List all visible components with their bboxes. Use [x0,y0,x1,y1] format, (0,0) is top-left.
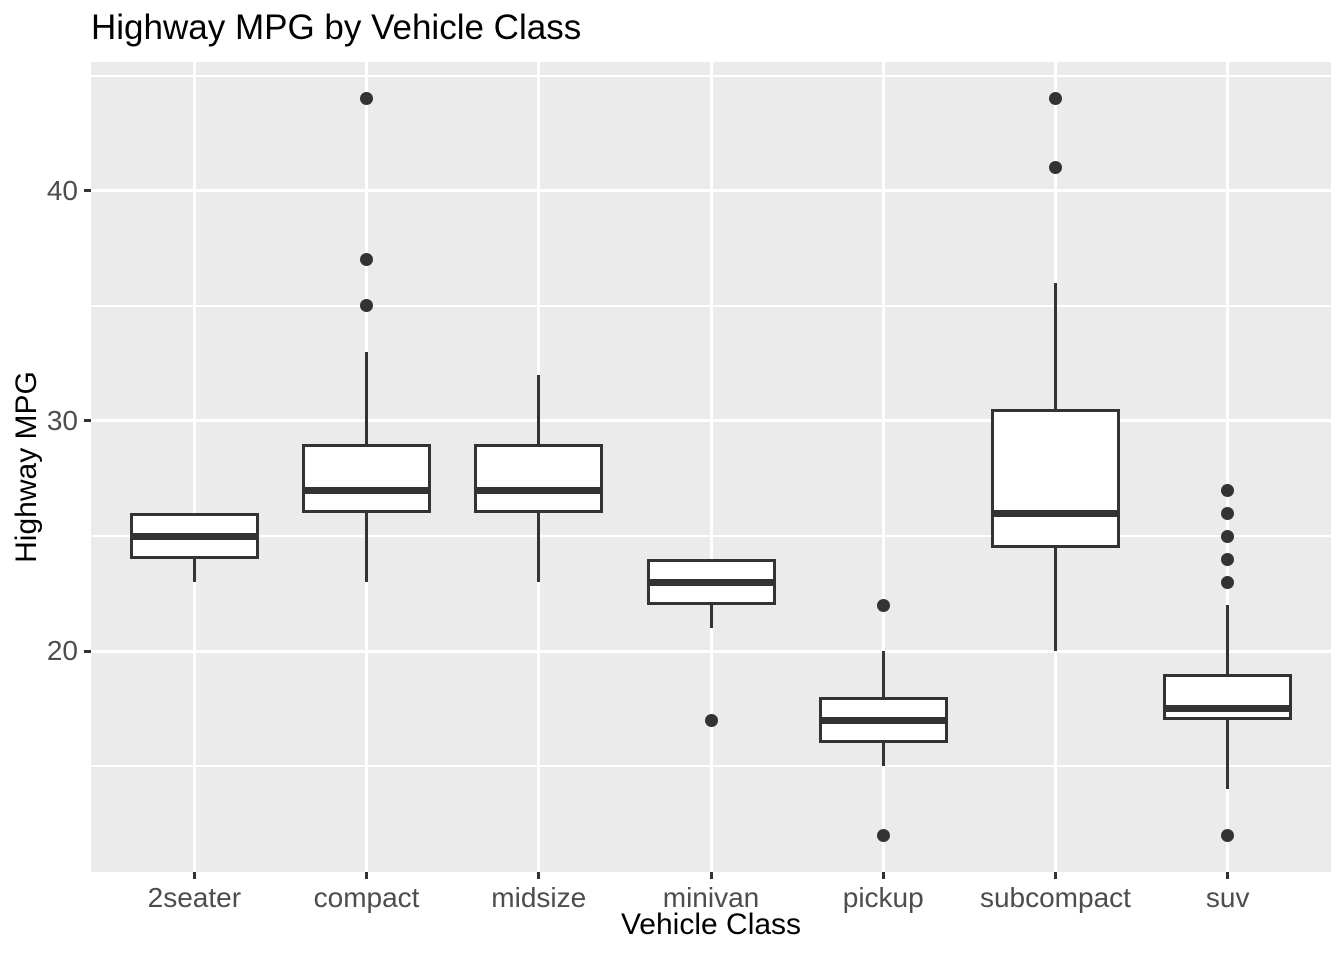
x-tick-label-suv: suv [1205,882,1250,913]
x-tick-label-midsize: midsize [491,882,587,913]
y-axis-title: Highway MPG [10,371,43,563]
x-tick-mark [365,872,369,879]
outlier-dot-suv [1221,828,1235,842]
x-tick-mark [537,872,541,879]
outlier-dot-compact [360,92,374,106]
y-tick-mark [84,419,91,423]
outlier-dot-suv [1221,575,1235,589]
x-tick-label-2seater: 2seater [147,882,242,913]
x-major-gridline [881,62,885,872]
median-line-2seater [129,532,259,540]
outlier-dot-suv [1221,483,1235,497]
outlier-dot-suv [1221,506,1235,520]
boxplot-box-subcompact [990,409,1120,548]
median-line-minivan [646,578,776,586]
x-tick-mark [192,872,196,879]
x-tick-mark [709,872,713,879]
boxplot-box-suv [1163,674,1293,721]
y-tick-label-30: 30 [46,404,78,436]
x-tick-label-compact: compact [313,882,420,913]
y-tick-mark [84,649,91,653]
median-line-subcompact [990,509,1120,517]
outlier-dot-suv [1221,552,1235,566]
x-tick-mark [881,872,885,879]
x-tick-label-pickup: pickup [842,882,924,913]
outlier-dot-subcompact [1048,161,1062,175]
outlier-dot-subcompact [1048,92,1062,106]
y-tick-label-20: 20 [46,635,78,667]
outlier-dot-compact [360,253,374,267]
outlier-dot-pickup [876,828,890,842]
median-line-pickup [818,716,948,724]
x-major-gridline [709,62,713,872]
outlier-dot-minivan [704,713,718,727]
x-axis-title: Vehicle Class [620,908,802,941]
median-line-midsize [474,486,604,494]
x-major-gridline [192,62,196,872]
boxplot-box-midsize [474,443,604,514]
x-tick-mark [1053,872,1057,879]
plot-panel [91,62,1331,872]
outlier-dot-pickup [876,598,890,612]
x-major-gridline [1226,62,1230,872]
chart-title: Highway MPG by Vehicle Class [91,8,582,47]
y-tick-mark [84,189,91,193]
median-line-suv [1163,705,1293,713]
median-line-compact [302,486,432,494]
x-tick-label-minivan: minivan [662,882,760,913]
x-tick-mark [1226,872,1230,879]
boxplot-box-compact [302,443,432,514]
y-tick-label-40: 40 [46,174,78,206]
x-tick-label-subcompact: subcompact [979,882,1131,913]
outlier-dot-compact [360,299,374,313]
outlier-dot-suv [1221,529,1235,543]
